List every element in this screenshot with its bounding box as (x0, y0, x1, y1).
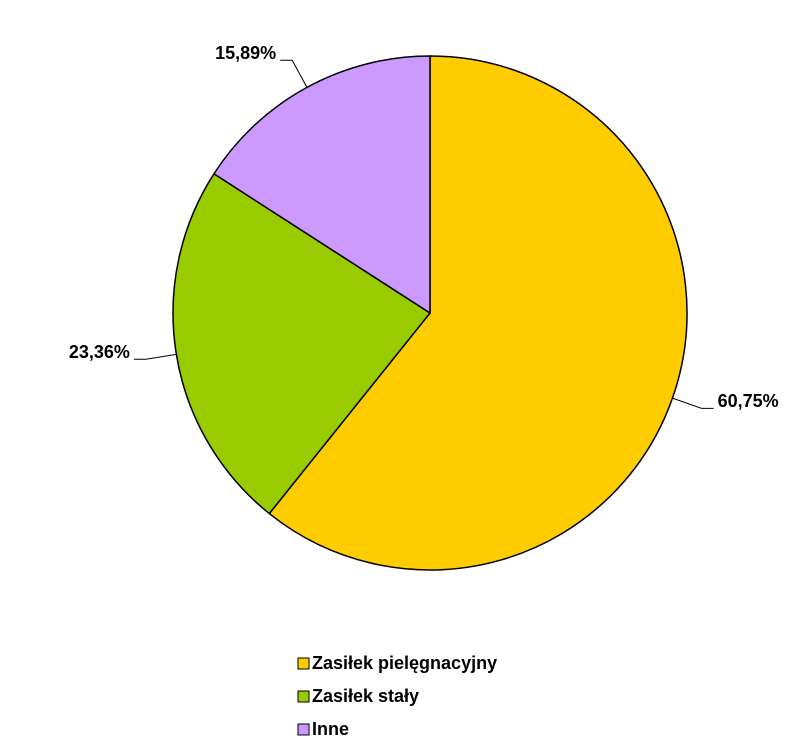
leader-line (280, 59, 308, 88)
legend-swatch (297, 690, 310, 703)
data-label: 60,75% (718, 391, 779, 411)
legend-label: Zasiłek pielęgnacyjny (312, 653, 497, 673)
pie-slice (212, 55, 431, 315)
legend-swatch (297, 723, 310, 736)
legend-label: Zasiłek stały (312, 686, 419, 706)
data-label: 23,36% (69, 342, 130, 362)
data-label: 15,89% (215, 43, 276, 63)
legend-label: Inne (312, 719, 349, 739)
leader-line (672, 397, 714, 409)
pie-slice (268, 55, 688, 571)
pie-slice (172, 172, 432, 515)
leader-line (133, 353, 177, 360)
legend-swatch (297, 657, 310, 670)
